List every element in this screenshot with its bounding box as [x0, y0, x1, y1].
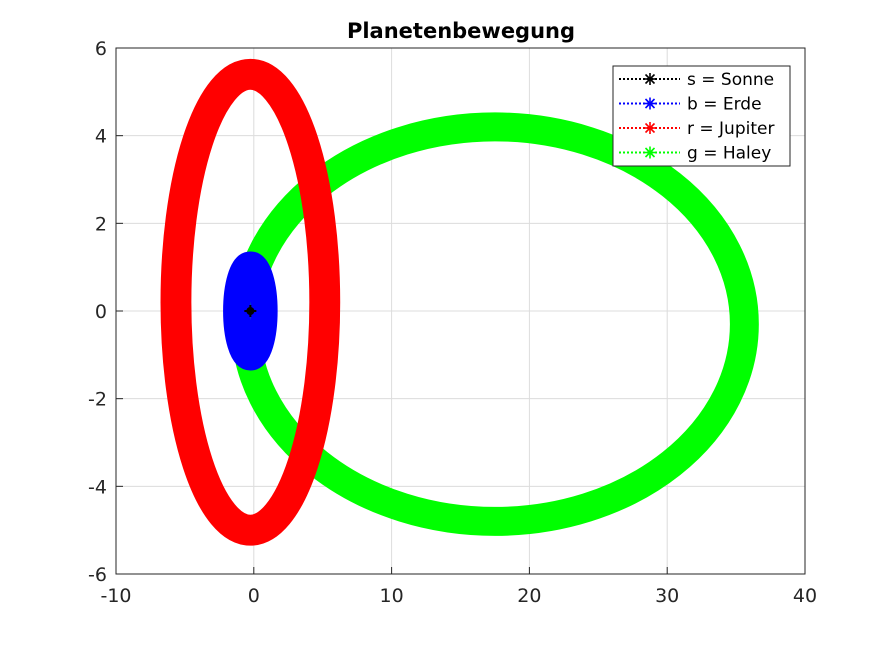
- asterisk-stroke: [644, 122, 656, 134]
- y-tick-label: -2: [88, 389, 107, 411]
- legend-label: r = Jupiter: [687, 119, 774, 139]
- legend-label: b = Erde: [687, 95, 762, 115]
- legend-entry: r = Jupiter: [619, 119, 774, 139]
- y-tick-label: 6: [95, 38, 107, 60]
- chart-title: Planetenbewegung: [347, 19, 575, 43]
- legend-entry: b = Erde: [619, 95, 762, 115]
- legend-marker-asterisk: [644, 97, 656, 110]
- asterisk-stroke: [644, 147, 656, 158]
- legend-label: s = Sonne: [687, 70, 774, 90]
- marker-sonne: [244, 305, 257, 317]
- series-layer: [160, 58, 759, 546]
- legend-marker-asterisk: [644, 146, 656, 159]
- asterisk-stroke: [644, 73, 656, 85]
- y-tick-label: -4: [88, 476, 107, 498]
- x-tick-label: 10: [380, 585, 404, 607]
- legend-marker-asterisk: [644, 73, 656, 85]
- tick-labels: -10 0 10 20 30 40 -6 -4 -2 0 2 4 6: [88, 38, 817, 607]
- orbit-erde: [223, 251, 278, 371]
- legend-label: g = Haley: [687, 144, 771, 164]
- x-tick-label: 40: [793, 585, 817, 607]
- orbit-jupiter: [160, 58, 341, 546]
- legend-entry: s = Sonne: [619, 70, 774, 90]
- x-tick-label: -10: [100, 585, 131, 607]
- x-tick-label: 30: [655, 585, 679, 607]
- legend-marker-asterisk: [644, 122, 656, 134]
- y-tick-label: 4: [95, 126, 107, 148]
- asterisk-stroke: [644, 98, 656, 109]
- legend-box: [612, 65, 791, 167]
- x-tick-label: 20: [517, 585, 541, 607]
- y-tick-label: -6: [88, 564, 107, 586]
- legend: s = Sonne b = Erde r = Jupiter g = Haley: [612, 65, 791, 167]
- legend-entry: g = Haley: [619, 144, 771, 164]
- x-tick-label: 0: [248, 585, 260, 607]
- plot-area: [160, 58, 759, 546]
- y-tick-label: 0: [95, 301, 107, 323]
- y-tick-label: 2: [95, 213, 107, 235]
